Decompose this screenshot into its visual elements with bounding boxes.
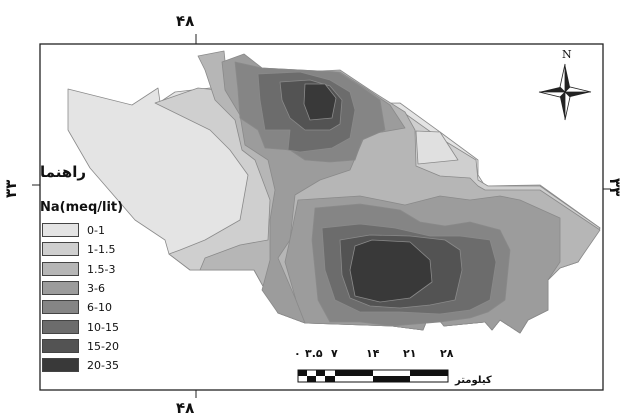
legend-label: 0-1 xyxy=(87,224,105,237)
legend-swatch xyxy=(42,358,79,373)
legend-label: 15-20 xyxy=(87,339,119,353)
legend-label: 3-6 xyxy=(87,281,105,295)
legend-title: راهنما xyxy=(40,163,86,181)
right-latitude-label: ۳۳ xyxy=(606,178,624,197)
legend-label: 10-15 xyxy=(87,320,119,334)
legend-subtitle: Na(meq/lit) xyxy=(40,200,124,215)
bottom-longitude-label: ۴۸ xyxy=(176,399,195,417)
scale-tick-1: ۳.۵ xyxy=(305,347,323,360)
zone-20-35-north xyxy=(303,83,337,121)
scale-tick-3: ۱۴ xyxy=(366,347,380,360)
zone-1-1.5-north-patch xyxy=(415,130,459,165)
legend-swatch xyxy=(42,338,79,353)
scale-tick-0: ۰ xyxy=(294,347,301,360)
north-label: N xyxy=(562,48,572,61)
scale-bar xyxy=(297,369,449,383)
legend-swatch xyxy=(42,223,79,237)
left-latitude-label: ۳۳ xyxy=(2,179,20,198)
legend-label: 20-35 xyxy=(87,359,119,373)
scale-unit: کیلومتر xyxy=(455,375,492,386)
legend-swatch xyxy=(42,280,79,295)
legend-label: 6-10 xyxy=(87,301,112,315)
scale-tick-4: ۲۱ xyxy=(403,347,417,360)
legend-swatch xyxy=(42,242,79,257)
legend-swatch xyxy=(42,261,79,276)
legend-label: 1-1.5 xyxy=(87,243,116,257)
scale-tick-5: ۲۸ xyxy=(440,347,454,360)
legend-label: 1.5-3 xyxy=(87,262,116,276)
legend-swatch xyxy=(42,300,79,315)
study-area xyxy=(67,50,601,334)
scale-tick-2: ۷ xyxy=(331,347,338,360)
top-longitude-label: ۴۸ xyxy=(176,12,195,30)
zone-20-35-south xyxy=(349,239,433,303)
legend-swatch xyxy=(42,319,79,334)
compass-rose-icon xyxy=(538,63,592,121)
